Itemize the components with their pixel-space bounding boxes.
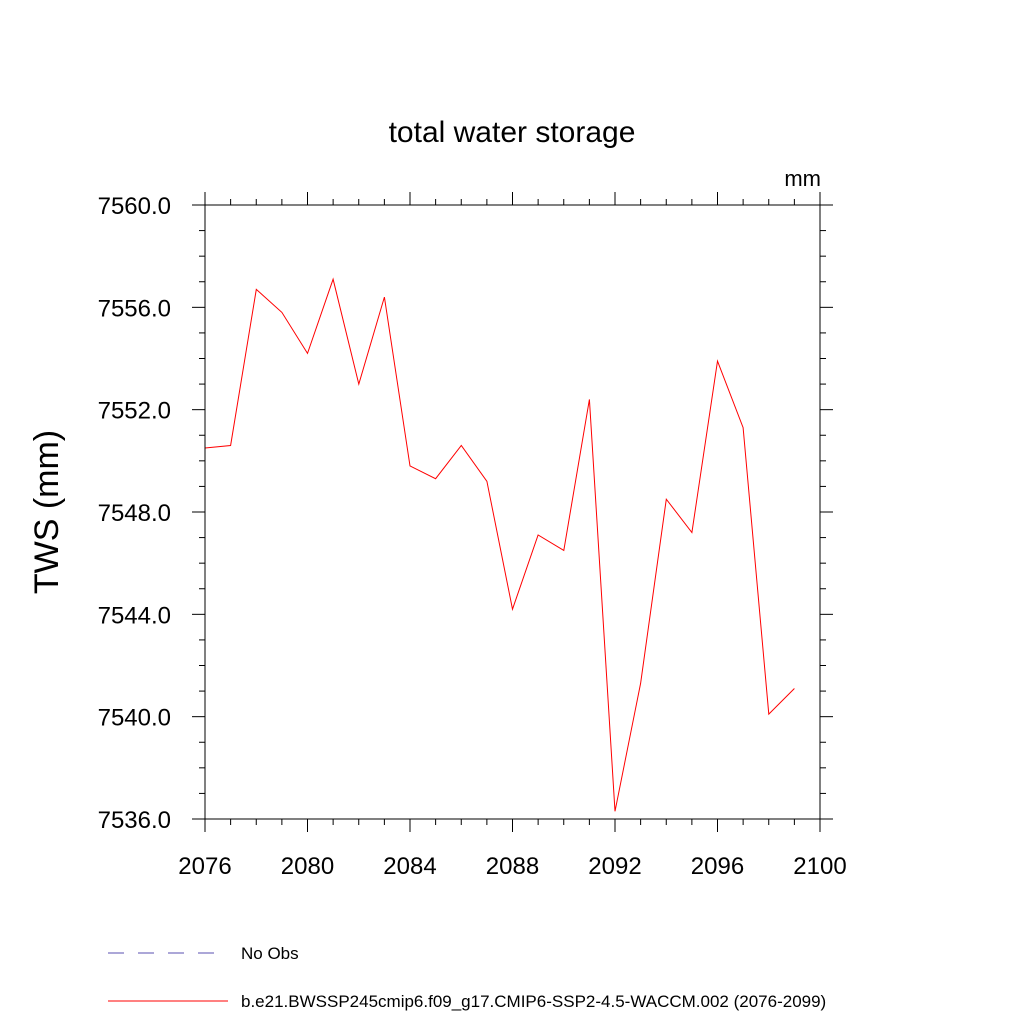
legend: No Obs b.e21.BWSSP245cmip6.f09_g17.CMIP6… bbox=[108, 944, 826, 1011]
x-tick-label: 2096 bbox=[691, 853, 744, 880]
y-tick-label: 7548.0 bbox=[98, 500, 171, 527]
tws-series-line bbox=[204, 277, 795, 812]
y-tick-label: 7536.0 bbox=[98, 807, 171, 834]
plot-frame bbox=[204, 204, 821, 820]
units-label: mm bbox=[784, 166, 821, 191]
x-tick-label: 2076 bbox=[178, 853, 231, 880]
x-tick-label: 2100 bbox=[793, 853, 846, 880]
legend-label-no-obs: No Obs bbox=[241, 944, 299, 963]
legend-label-model-run: b.e21.BWSSP245cmip6.f09_g17.CMIP6-SSP2-4… bbox=[241, 992, 826, 1011]
y-tick-label: 7540.0 bbox=[98, 705, 171, 732]
chart-title: total water storage bbox=[389, 116, 636, 149]
x-tick-label: 2088 bbox=[486, 853, 539, 880]
x-tick-label: 2092 bbox=[588, 853, 641, 880]
y-tick-label: 7544.0 bbox=[98, 602, 171, 629]
axis-ticks bbox=[192, 192, 833, 832]
data-series bbox=[204, 277, 795, 812]
y-tick-label: 7560.0 bbox=[98, 193, 171, 220]
x-tick-label: 2080 bbox=[281, 853, 334, 880]
x-tick-label: 2084 bbox=[383, 853, 436, 880]
y-tick-label: 7556.0 bbox=[98, 295, 171, 322]
y-axis-title: TWS (mm) bbox=[28, 430, 66, 594]
y-tick-label: 7552.0 bbox=[98, 398, 171, 425]
axis-tick-labels: 2076 2080 2084 2088 2092 2096 2100 7536.0 7540.0… bbox=[98, 193, 847, 880]
